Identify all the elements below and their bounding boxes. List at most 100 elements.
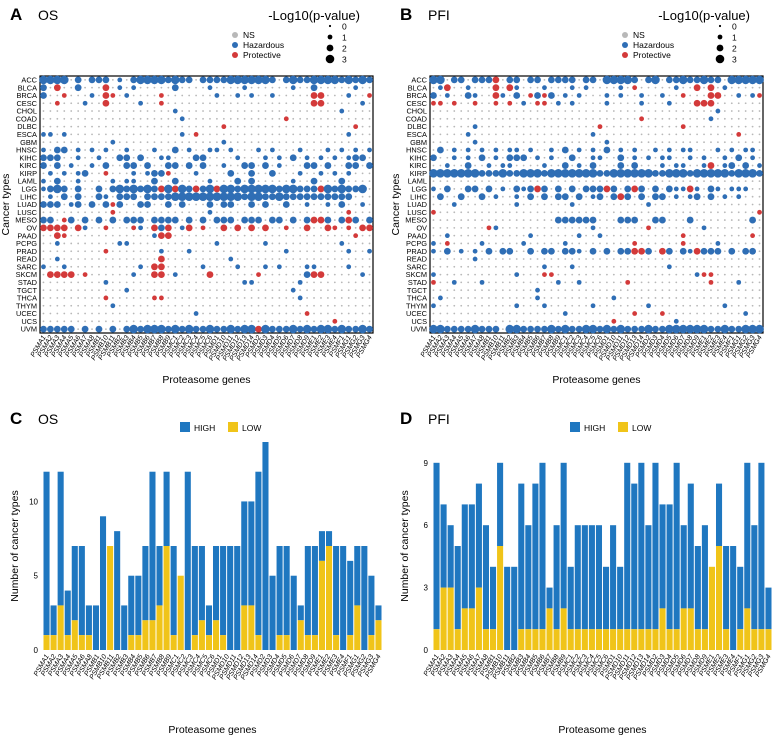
- dot: [633, 141, 636, 144]
- dot: [730, 289, 733, 292]
- dot: [619, 110, 622, 112]
- dot: [160, 149, 163, 151]
- dot: [492, 169, 500, 177]
- dot: [444, 233, 450, 239]
- dot: [354, 242, 357, 245]
- dot: [668, 304, 671, 307]
- dot: [195, 258, 197, 260]
- dot: [689, 110, 692, 112]
- dot: [550, 242, 553, 245]
- dot: [436, 324, 445, 334]
- dot: [202, 289, 204, 292]
- dot: [501, 125, 504, 128]
- dot: [243, 117, 246, 120]
- dot: [488, 211, 490, 214]
- dot: [751, 265, 754, 268]
- dot: [48, 170, 53, 176]
- dot: [710, 203, 712, 206]
- dot: [633, 102, 636, 105]
- bar-high: [220, 546, 227, 636]
- dot: [320, 258, 322, 260]
- dot: [744, 203, 747, 206]
- dot: [285, 219, 288, 221]
- dot: [219, 192, 229, 202]
- dot: [229, 125, 232, 128]
- dot: [612, 242, 615, 245]
- bar-low: [64, 635, 71, 650]
- dot: [139, 125, 142, 128]
- dot: [257, 234, 260, 237]
- bar-low: [567, 629, 574, 650]
- dot: [430, 92, 437, 99]
- dot: [631, 162, 639, 169]
- dot: [744, 125, 747, 128]
- dot: [485, 169, 493, 177]
- dot: [54, 256, 60, 262]
- dot: [647, 110, 650, 112]
- dot: [63, 203, 66, 206]
- dot: [585, 211, 587, 214]
- dot: [599, 86, 601, 89]
- dot: [170, 192, 180, 202]
- dot: [446, 141, 449, 144]
- dot: [75, 155, 81, 161]
- dot: [368, 242, 371, 245]
- dot: [181, 250, 184, 253]
- dot: [606, 242, 608, 245]
- dot: [550, 117, 553, 120]
- dot: [562, 311, 568, 316]
- dot: [250, 320, 253, 323]
- dot: [495, 258, 497, 260]
- dot: [696, 320, 698, 323]
- dot: [682, 281, 685, 284]
- dot: [278, 180, 281, 183]
- dot: [327, 281, 329, 284]
- dot: [285, 320, 288, 323]
- dot: [118, 320, 121, 323]
- dot: [439, 273, 442, 276]
- dot: [296, 193, 304, 201]
- dot: [534, 325, 541, 333]
- dot: [758, 86, 761, 89]
- dot: [340, 289, 343, 292]
- dot: [333, 211, 336, 214]
- dot: [723, 149, 726, 151]
- dot: [585, 149, 587, 151]
- dot: [730, 195, 733, 198]
- dot: [703, 281, 705, 284]
- dot: [665, 247, 673, 255]
- dot: [345, 162, 353, 169]
- dot: [508, 203, 511, 206]
- dot: [167, 180, 170, 183]
- dot: [229, 180, 232, 183]
- dot: [734, 75, 744, 85]
- dot: [668, 219, 671, 221]
- dot: [744, 86, 747, 89]
- dot: [206, 76, 214, 84]
- dot: [680, 186, 686, 192]
- dot: [177, 184, 187, 194]
- y-tick-label: 0: [34, 646, 39, 655]
- dot: [339, 147, 345, 153]
- dot: [98, 203, 100, 206]
- dot: [139, 304, 142, 307]
- dot: [618, 147, 624, 153]
- bar-low: [694, 629, 701, 650]
- dot: [682, 195, 685, 198]
- dot: [564, 86, 567, 89]
- dot: [118, 180, 121, 183]
- dot: [529, 141, 532, 144]
- dot: [527, 247, 534, 255]
- dot: [299, 211, 302, 214]
- dot: [522, 304, 525, 307]
- color-legend-label: Protective: [243, 50, 281, 60]
- dot: [146, 211, 149, 214]
- dot: [290, 178, 296, 184]
- dot: [67, 271, 75, 278]
- dot: [472, 100, 478, 106]
- dot: [271, 234, 274, 237]
- dot: [606, 289, 608, 292]
- dot: [703, 234, 705, 237]
- bar-high: [468, 504, 475, 609]
